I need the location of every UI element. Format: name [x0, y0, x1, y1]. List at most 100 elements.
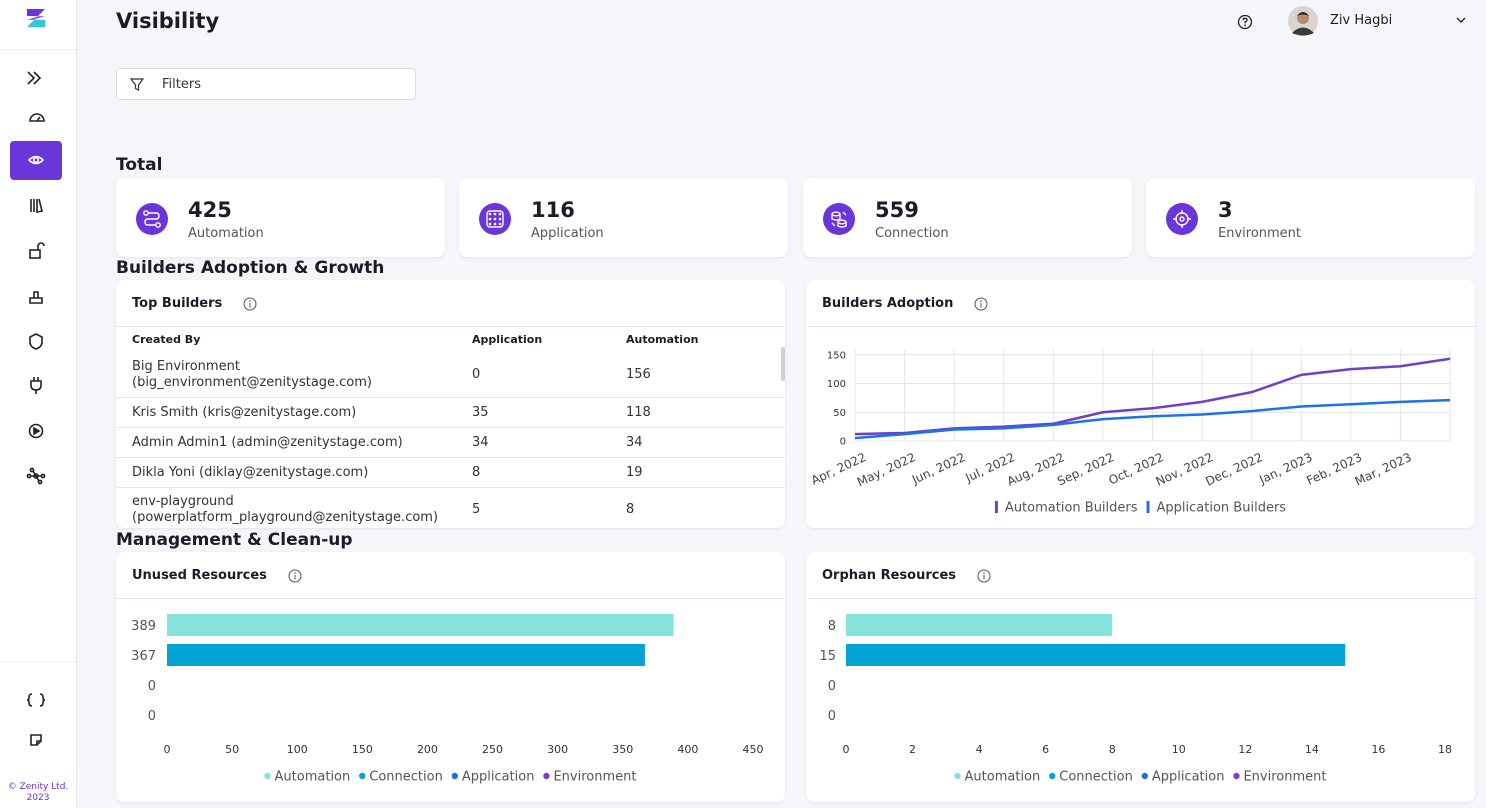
legend-marker	[264, 772, 271, 780]
chart-card: Unused Resources 389 367 0 0 0 50 100 150 200 250 3…	[116, 552, 785, 802]
value-label: 15	[819, 649, 836, 664]
legend-marker	[543, 772, 550, 780]
stat-label: Connection	[875, 226, 949, 241]
stat-value: 116	[531, 198, 575, 222]
lock-icon[interactable]	[29, 242, 45, 259]
x-tick-label: 4	[976, 743, 983, 756]
expand-icon[interactable]	[27, 71, 42, 85]
x-tick-label: 0	[164, 743, 171, 756]
bar	[167, 644, 645, 666]
chart: 8 15 0 0 0 2 4 6 8 10 12 14 16 18 Automation Connection…	[819, 614, 1452, 785]
legend-item: Connection	[1049, 770, 1133, 785]
table-row: Big Environment (big_environment@zenitys…	[116, 353, 785, 398]
legend-item: Application	[451, 770, 534, 785]
x-tick-label: 12	[1238, 743, 1252, 756]
shield-icon[interactable]	[29, 333, 43, 350]
legend: Automation Builders Application Builders	[994, 501, 1287, 516]
x-tick-label: 6	[1042, 743, 1049, 756]
table-row: Admin Admin1 (admin@zenitystage.com) 34 34	[116, 428, 785, 458]
user-menu-chevron[interactable]	[1455, 15, 1467, 25]
avatar[interactable]	[1288, 6, 1318, 36]
logo	[27, 9, 45, 27]
card-header: Builders Adoption	[822, 296, 988, 311]
dashboard-icon[interactable]	[29, 113, 45, 122]
notes-icon[interactable]	[30, 734, 42, 746]
info-icon[interactable]	[243, 297, 257, 311]
legend-label: Automation	[965, 770, 1041, 785]
legend-marker	[1233, 772, 1240, 780]
visibility-icon[interactable]	[27, 155, 45, 165]
x-tick-label: Jun, 2022	[909, 450, 967, 487]
legend-label: Automation	[275, 770, 351, 785]
section-title: Management & Clean-up	[116, 530, 353, 550]
legend-marker	[1049, 772, 1056, 780]
filters-label: Filters	[162, 77, 201, 92]
legend-label: Application Builders	[1157, 501, 1287, 516]
code-icon[interactable]	[26, 693, 46, 707]
stat-label: Application	[531, 226, 604, 241]
stat-card: 425 Automation	[116, 178, 445, 257]
y-tick-label: 0	[840, 437, 846, 448]
user-name[interactable]: Ziv Hagbi	[1330, 13, 1393, 28]
x-tick-label: Sep, 2022	[1055, 450, 1116, 488]
stat-value: 425	[188, 198, 232, 222]
info-icon[interactable]	[974, 297, 988, 311]
value-label: 8	[828, 619, 836, 634]
chart-card: Builders Adoption 0 50 100 150 Apr, 2022 May, …	[806, 280, 1475, 528]
library-icon[interactable]	[30, 198, 43, 213]
help-icon[interactable]	[1237, 14, 1253, 30]
legend-marker	[1141, 772, 1149, 780]
x-tick-label: 8	[1109, 743, 1116, 756]
legend-item: Automation Builders	[994, 501, 1138, 516]
nav-icons	[10, 71, 62, 485]
cleanup-icon[interactable]	[29, 291, 43, 304]
card-title: Top Builders	[132, 296, 223, 311]
legend-label: Application	[1152, 770, 1225, 785]
bottom-icons	[26, 693, 46, 746]
info-icon[interactable]	[977, 569, 991, 583]
play-icon[interactable]	[28, 423, 44, 439]
x-tick-label: 0	[843, 743, 850, 756]
legend-item: Application	[1141, 770, 1225, 785]
table: Created By Application Automation Big Envir…	[116, 327, 785, 528]
legend-item: Environment	[1233, 770, 1326, 785]
bar	[846, 614, 1113, 636]
filters-button[interactable]: Filters	[116, 68, 416, 100]
divider	[0, 661, 76, 662]
nav-active[interactable]	[10, 141, 62, 180]
bar	[167, 614, 674, 636]
divider	[0, 49, 76, 50]
column-header: Created By	[132, 333, 201, 346]
x-tick-label: 50	[225, 743, 239, 756]
y-tick-label: 100	[827, 379, 846, 390]
network-icon[interactable]	[26, 467, 46, 485]
card-title: Orphan Resources	[822, 568, 956, 583]
table-cell: Big Environment (big_environment@zenitys…	[132, 359, 372, 390]
table-cell: Admin Admin1 (admin@zenitystage.com)	[132, 434, 403, 450]
table-cell: 19	[626, 464, 643, 480]
table-cell: 34	[626, 434, 643, 450]
table-header: Created By Application Automation	[116, 327, 785, 353]
scrollbar[interactable]	[781, 347, 785, 381]
top-builders-card: Top Builders Created By Application Automa…	[116, 280, 785, 528]
legend-item: Automation	[954, 770, 1040, 785]
y-tick-label: 150	[827, 350, 846, 361]
table-cell: Kris Smith (kris@zenitystage.com)	[132, 404, 357, 420]
x-tick-label: Aug, 2022	[1005, 450, 1067, 489]
column-header: Automation	[626, 333, 699, 346]
stat-card: 559 Connection	[803, 178, 1132, 257]
x-tick-label: 18	[1438, 743, 1452, 756]
legend-marker	[1146, 501, 1150, 513]
y-tick-label: 50	[833, 408, 846, 419]
legend-item: Automation	[264, 770, 350, 785]
legend: Automation Connection Application Environme…	[264, 770, 636, 785]
info-icon[interactable]	[288, 569, 302, 583]
x-tick-label: 16	[1371, 743, 1385, 756]
plug-icon[interactable]	[30, 377, 42, 394]
card-title: Unused Resources	[132, 568, 267, 583]
stat-icon	[136, 203, 168, 235]
table-row: env-playground (powerplatform_playground…	[116, 488, 785, 528]
filter-icon	[129, 78, 145, 91]
table-cell: 156	[626, 367, 651, 382]
column-header: Application	[472, 333, 543, 346]
